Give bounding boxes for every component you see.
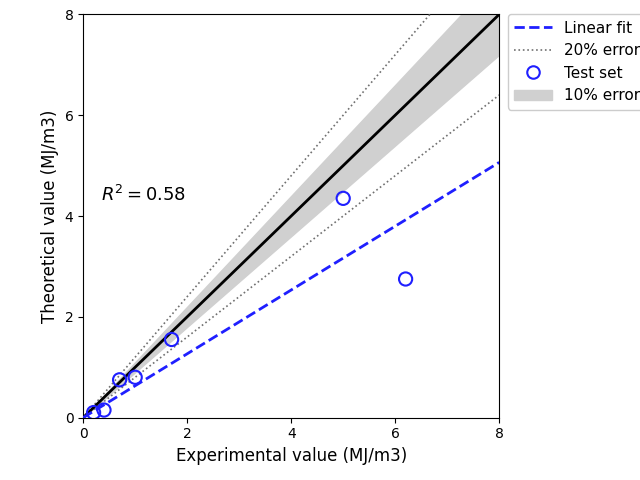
Legend: Linear fit, 20% error, Test set, 10% error: Linear fit, 20% error, Test set, 10% err… [508,14,640,109]
Point [88,409,99,417]
Point [99,406,109,414]
Point [115,376,125,384]
Point [401,275,411,283]
Text: $R^2 = 0.58$: $R^2 = 0.58$ [101,185,187,205]
Y-axis label: Theoretical value (MJ/m3): Theoretical value (MJ/m3) [41,109,59,323]
Point [338,194,348,202]
Point [130,373,140,381]
X-axis label: Experimental value (MJ/m3): Experimental value (MJ/m3) [175,447,407,465]
Point [166,336,177,343]
